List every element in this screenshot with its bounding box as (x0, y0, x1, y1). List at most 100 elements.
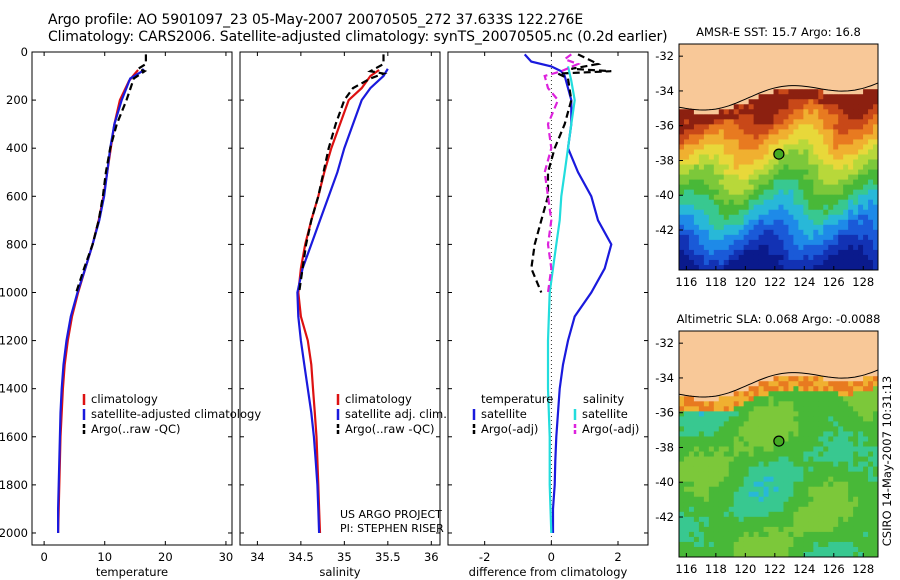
map-cell (808, 531, 814, 538)
map-cell (743, 224, 750, 231)
map-cell (848, 331, 854, 337)
map-title: Altimetric SLA: 0.068 Argo: -0.0088 (677, 312, 881, 326)
map-cell (738, 154, 745, 160)
map-cell (793, 99, 799, 105)
map-cell (813, 204, 819, 211)
map-cell (778, 74, 784, 80)
map-cell (763, 79, 769, 85)
map-cell (723, 224, 730, 231)
map-cell (743, 481, 750, 488)
map-cell (693, 406, 700, 412)
map-cell (873, 114, 878, 120)
map-cell (793, 89, 799, 95)
map-cell (803, 79, 809, 85)
map-cell (693, 179, 700, 186)
map-cell (803, 361, 809, 367)
map-cell (743, 189, 750, 196)
map-cell (683, 396, 690, 402)
map-cell (713, 89, 720, 95)
map-cell (853, 376, 859, 382)
map-cell (679, 214, 685, 221)
map-cell (728, 551, 735, 557)
map-cell (778, 506, 784, 513)
map-cell (873, 244, 878, 251)
map-cell (773, 264, 779, 270)
map-cell (748, 64, 755, 70)
map-cell (843, 496, 849, 503)
map-cell (763, 204, 769, 211)
map-cell (843, 531, 849, 538)
map-cell (838, 244, 844, 251)
map-cell (808, 79, 814, 85)
map-cell (873, 386, 878, 392)
map-cell (868, 259, 874, 266)
map-cell (823, 521, 829, 528)
map-cell (738, 391, 745, 397)
map-cell (873, 79, 878, 85)
map-cell (838, 139, 844, 145)
map-cell (723, 516, 730, 523)
map-cell (728, 174, 735, 180)
map-cell (753, 54, 760, 60)
map-cell (848, 149, 854, 155)
map-cell (713, 94, 720, 100)
map-cell (843, 184, 849, 191)
map-cell (743, 541, 750, 548)
map-cell (848, 74, 854, 80)
map-cell (688, 139, 695, 145)
map-cell (848, 441, 854, 447)
map-cell (693, 229, 700, 236)
map-cell (788, 119, 794, 125)
map-cell (773, 114, 779, 120)
map-cell (679, 411, 685, 417)
map-cell (698, 119, 705, 125)
map-cell (718, 396, 725, 402)
map-cell (798, 496, 804, 503)
map-cell (843, 491, 849, 498)
x-tick-label: -2 (479, 550, 490, 564)
map-cell (693, 174, 700, 180)
map-cell (738, 441, 745, 447)
map-cell (758, 436, 764, 442)
map-cell (868, 346, 874, 352)
map-cell (679, 114, 685, 120)
map-cell (823, 224, 829, 231)
map-cell (788, 411, 794, 417)
map-cell (708, 169, 715, 175)
map-cell (763, 89, 769, 95)
map-cell (853, 99, 859, 105)
map-cell (733, 199, 740, 206)
map-cell (828, 54, 834, 60)
map-cell (728, 244, 735, 251)
map-cell (728, 396, 735, 402)
map-cell (813, 336, 819, 342)
map-cell (693, 341, 700, 347)
map-cell (718, 456, 725, 462)
map-cell (828, 234, 834, 241)
map-cell (783, 64, 789, 70)
map-cell (738, 501, 745, 508)
map-cell (758, 531, 764, 538)
map-cell (808, 234, 814, 241)
map-cell (733, 144, 740, 150)
map-cell (743, 386, 750, 392)
map-cell (813, 381, 819, 387)
map-cell (803, 386, 809, 392)
map-cell (818, 139, 824, 145)
map-cell (823, 139, 829, 145)
map-cell (723, 401, 730, 407)
map-cell (863, 536, 869, 543)
map-cell (723, 406, 730, 412)
map-cell (813, 89, 819, 95)
map-cell (713, 104, 720, 110)
map-cell (713, 526, 720, 533)
map-cell (768, 49, 774, 55)
map-cell (723, 144, 730, 150)
map-cell (748, 229, 755, 236)
map-cell (703, 54, 710, 60)
map-cell (753, 144, 760, 150)
map-cell (863, 511, 869, 518)
map-cell (853, 391, 859, 397)
map-cell (833, 139, 839, 145)
map-cell (843, 129, 849, 135)
